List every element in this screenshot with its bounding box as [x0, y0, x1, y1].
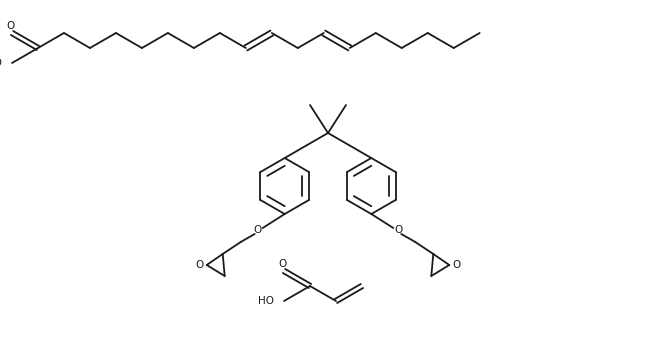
Text: HO: HO	[0, 58, 2, 68]
Text: O: O	[254, 225, 262, 235]
Text: O: O	[278, 259, 286, 269]
Text: O: O	[452, 260, 461, 270]
Text: HO: HO	[258, 296, 274, 306]
Text: O: O	[195, 260, 204, 270]
Text: O: O	[394, 225, 402, 235]
Text: O: O	[6, 21, 14, 31]
